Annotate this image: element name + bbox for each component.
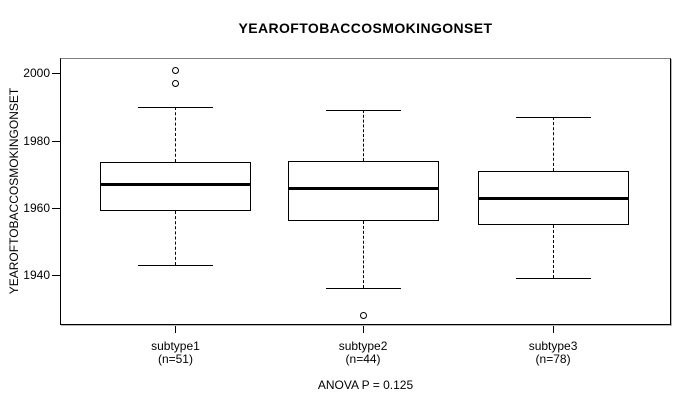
boxplot-whisker-cap-lower	[325, 288, 401, 290]
x-axis-tick	[553, 326, 555, 333]
boxplot-whisker-upper	[174, 107, 176, 163]
group-label-subtype3: subtype3 (n=78)	[483, 340, 623, 366]
boxplot-whisker-cap-upper	[137, 107, 213, 109]
boxplot-whisker-lower	[174, 211, 176, 265]
y-axis-tick	[52, 73, 60, 75]
group-name: subtype3	[528, 339, 578, 353]
y-axis-tick-label: 1980	[23, 133, 50, 148]
y-axis-title: YEAROFTOBACCOSMOKINGONSET	[7, 87, 21, 295]
y-axis-tick	[52, 207, 60, 209]
group-label-subtype2: subtype2 (n=44)	[293, 340, 433, 366]
outlier-point	[171, 80, 179, 88]
boxplot-whisker-lower	[362, 221, 364, 289]
boxplot-whisker-cap-upper	[515, 117, 591, 119]
group-label-subtype1: subtype1 (n=51)	[105, 340, 245, 366]
boxplot-whisker-cap-upper	[325, 110, 401, 112]
group-name: subtype2	[338, 339, 388, 353]
boxplot-median	[287, 186, 439, 190]
boxplot-box-subtype2	[287, 160, 439, 222]
group-n-count: (n=78)	[535, 352, 571, 366]
y-axis-tick-label: 1940	[23, 267, 50, 282]
x-axis-tick	[363, 326, 365, 333]
boxplot-whisker-upper	[552, 117, 554, 171]
group-n-count: (n=44)	[345, 352, 381, 366]
anova-annotation: ANOVA P = 0.125	[317, 378, 414, 392]
outlier-point	[171, 66, 179, 74]
y-axis-tick-label: 1960	[23, 200, 50, 215]
y-axis-tick	[52, 140, 60, 142]
boxplot-whisker-cap-lower	[137, 264, 213, 266]
boxplot-whisker-lower	[552, 224, 554, 279]
boxplot-whisker-upper	[362, 110, 364, 161]
boxplot-box-subtype1	[99, 162, 251, 212]
y-axis-tick	[52, 274, 60, 276]
boxplot-median	[477, 196, 629, 200]
boxplot-whisker-cap-lower	[515, 278, 591, 280]
x-axis-tick	[175, 326, 177, 333]
outlier-point	[359, 311, 367, 319]
chart-title: YEAROFTOBACCOSMOKINGONSET	[238, 20, 493, 36]
group-n-count: (n=51)	[157, 352, 193, 366]
y-axis-tick-label: 2000	[23, 66, 50, 81]
group-name: subtype1	[151, 339, 200, 353]
boxplot-median	[99, 183, 251, 187]
